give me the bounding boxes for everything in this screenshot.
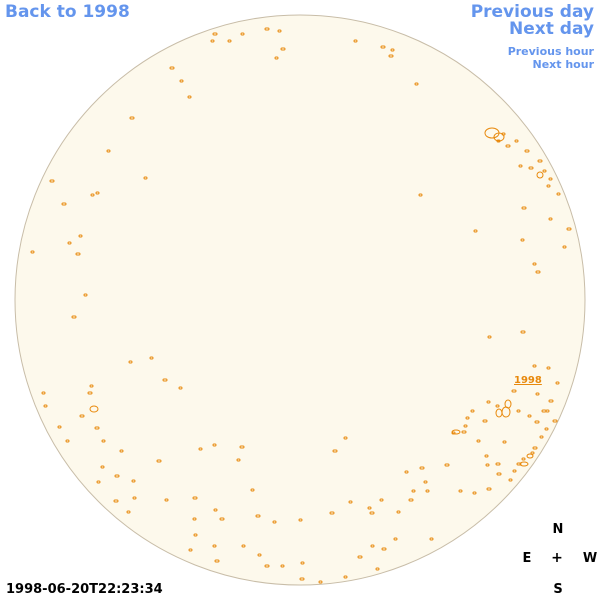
- compass-west: W: [582, 551, 598, 566]
- previous-hour-link[interactable]: Previous hour: [507, 45, 594, 58]
- compass-north: N: [552, 522, 564, 537]
- previous-day-link[interactable]: Previous day: [470, 2, 594, 22]
- sun-disk: [14, 14, 586, 586]
- next-day-link[interactable]: Next day: [509, 19, 594, 39]
- compass-center: +: [551, 550, 563, 566]
- observation-timestamp: 1998-06-20T22:23:34: [6, 582, 163, 597]
- active-region-contours: [30, 27, 572, 584]
- back-to-year-link[interactable]: Back to 1998: [5, 2, 130, 22]
- compass-east: E: [522, 551, 532, 566]
- next-hour-link[interactable]: Next hour: [532, 58, 595, 71]
- active-region-label-1998[interactable]: 1998: [514, 375, 542, 386]
- compass-south: S: [553, 582, 563, 597]
